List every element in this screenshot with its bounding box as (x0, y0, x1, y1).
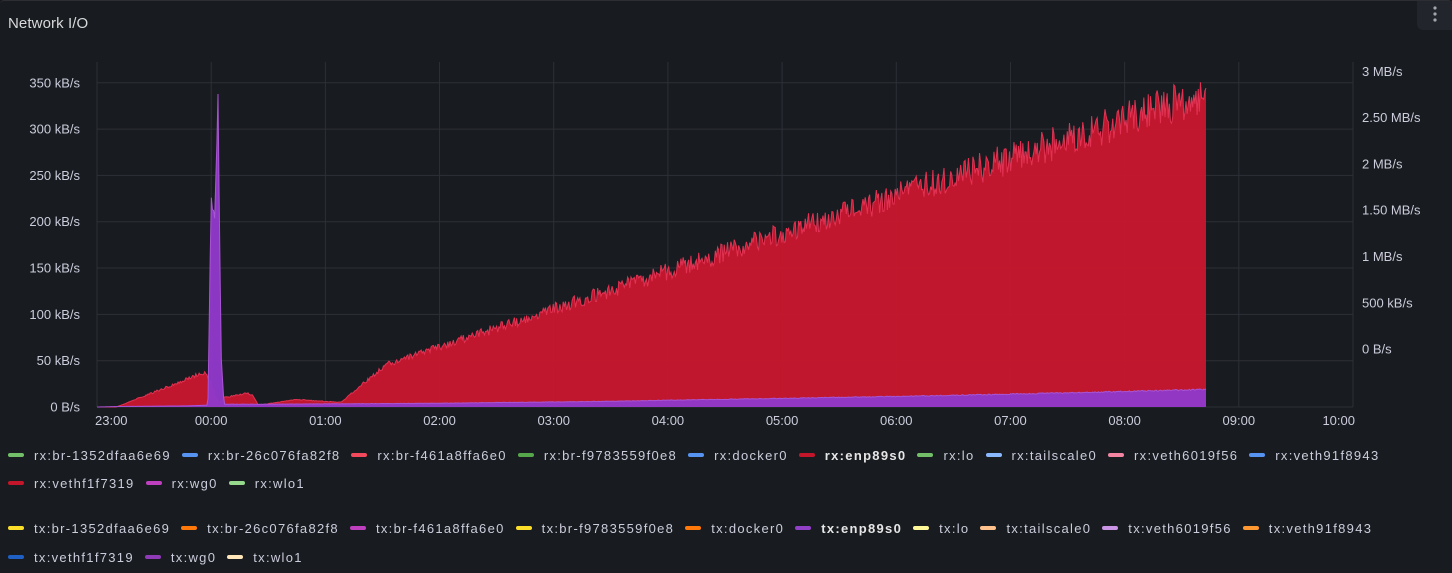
svg-text:1.50 MB/s: 1.50 MB/s (1362, 203, 1421, 218)
svg-text:150 kB/s: 150 kB/s (29, 261, 80, 276)
svg-text:3 MB/s: 3 MB/s (1362, 64, 1403, 79)
svg-text:00:00: 00:00 (195, 413, 228, 428)
svg-text:04:00: 04:00 (652, 413, 685, 428)
svg-text:300 kB/s: 300 kB/s (29, 122, 80, 137)
svg-text:0 B/s: 0 B/s (1362, 342, 1392, 357)
svg-text:03:00: 03:00 (537, 413, 570, 428)
svg-text:10:00: 10:00 (1322, 413, 1355, 428)
svg-text:09:00: 09:00 (1223, 413, 1256, 428)
svg-text:08:00: 08:00 (1108, 413, 1141, 428)
svg-text:350 kB/s: 350 kB/s (29, 75, 80, 90)
svg-text:100 kB/s: 100 kB/s (29, 307, 80, 322)
svg-text:2.50 MB/s: 2.50 MB/s (1362, 110, 1421, 125)
svg-text:50 kB/s: 50 kB/s (37, 353, 81, 368)
svg-text:23:00: 23:00 (95, 413, 128, 428)
svg-text:500 kB/s: 500 kB/s (1362, 295, 1413, 310)
svg-text:07:00: 07:00 (994, 413, 1027, 428)
svg-text:2 MB/s: 2 MB/s (1362, 156, 1403, 171)
svg-text:0 B/s: 0 B/s (50, 400, 80, 415)
svg-text:06:00: 06:00 (880, 413, 913, 428)
svg-text:05:00: 05:00 (766, 413, 799, 428)
svg-text:01:00: 01:00 (309, 413, 342, 428)
svg-text:200 kB/s: 200 kB/s (29, 214, 80, 229)
svg-text:250 kB/s: 250 kB/s (29, 168, 80, 183)
svg-text:1 MB/s: 1 MB/s (1362, 249, 1403, 264)
svg-text:02:00: 02:00 (423, 413, 456, 428)
